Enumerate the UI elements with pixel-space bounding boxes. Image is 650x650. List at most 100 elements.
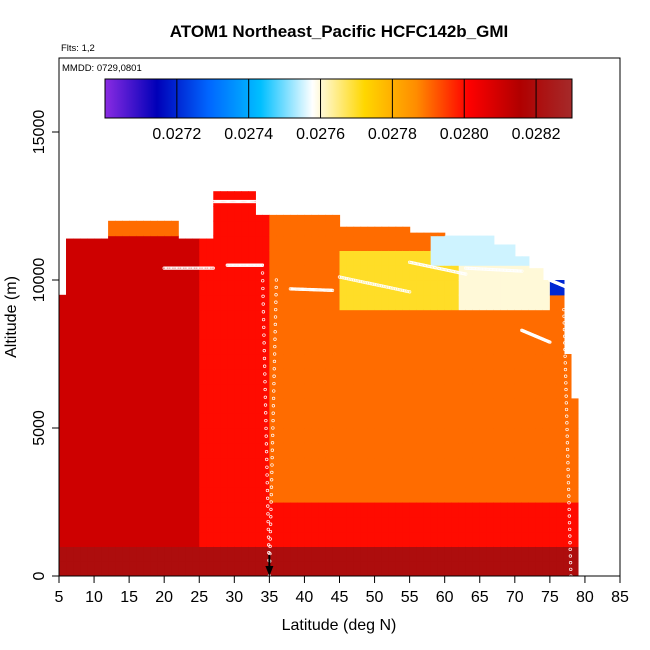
heatmap-cell (500, 487, 509, 503)
heatmap-cell (185, 442, 193, 459)
heatmap-cell (290, 339, 299, 355)
heatmap-cell (227, 383, 235, 399)
heatmap-cell (164, 368, 172, 385)
heatmap-cell (283, 354, 292, 370)
heatmap-cell (493, 487, 502, 503)
flight-track-point (404, 289, 408, 293)
heatmap-cell (157, 561, 165, 576)
heatmap-cell (465, 265, 474, 281)
heatmap-cell (402, 487, 411, 503)
flight-track-point (218, 199, 223, 204)
heatmap-cell (423, 354, 432, 370)
flight-track-point (272, 352, 277, 356)
heatmap-cell (346, 487, 355, 503)
heatmap-cell (101, 442, 109, 459)
heatmap-cell (542, 457, 551, 473)
heatmap-cell (255, 561, 263, 576)
heatmap-cell (164, 265, 172, 281)
heatmap-cell (367, 226, 376, 237)
heatmap-cell (360, 516, 369, 533)
colorbar-tick-label: 0.0282 (512, 126, 561, 143)
heatmap-cell (423, 280, 432, 296)
heatmap-cell (409, 235, 418, 251)
heatmap-cell (528, 546, 537, 562)
heatmap-cell (535, 546, 544, 562)
heatmap-cell (283, 383, 292, 399)
heatmap-cell (164, 220, 172, 237)
heatmap-cell (311, 265, 320, 281)
heatmap-cell (87, 398, 95, 414)
colorbar-tick-label: 0.0276 (296, 126, 345, 143)
heatmap-cell (437, 265, 446, 281)
heatmap-cell (542, 413, 551, 429)
flight-track-point (269, 515, 273, 519)
heatmap-cell (192, 238, 200, 251)
heatmap-cell (150, 309, 158, 325)
heatmap-cell (549, 516, 558, 533)
heatmap-cell (101, 294, 109, 311)
heatmap-cell (353, 354, 362, 370)
heatmap-cell (108, 265, 116, 281)
heatmap-cell (248, 294, 256, 311)
flight-track-point (220, 199, 224, 204)
flight-track-point (265, 473, 269, 477)
heatmap-cell (479, 324, 488, 340)
heatmap-cell (234, 250, 242, 266)
heatmap-cell (444, 398, 453, 414)
heatmap-cell (248, 339, 256, 355)
heatmap-cell (514, 502, 523, 518)
heatmap-cell (129, 502, 137, 518)
heatmap-cell (549, 398, 558, 414)
heatmap-cell (94, 413, 102, 429)
heatmap-cell (325, 280, 334, 296)
heatmap-cell (409, 232, 418, 237)
heatmap-cell (311, 339, 320, 355)
heatmap-cell (430, 457, 439, 473)
heatmap-cell (150, 546, 158, 562)
heatmap-cell (500, 280, 509, 296)
heatmap-cell (241, 220, 249, 237)
heatmap-cell (94, 324, 102, 340)
heatmap-cell (395, 398, 404, 414)
heatmap-cell (360, 265, 369, 281)
heatmap-cell (556, 324, 565, 340)
heatmap-cell (507, 413, 516, 429)
heatmap-cell (136, 472, 144, 488)
heatmap-cell (402, 265, 411, 281)
heatmap-cell (521, 442, 530, 459)
flight-track-point (236, 199, 241, 204)
heatmap-cell (437, 442, 446, 459)
flight-track-point (233, 199, 238, 204)
heatmap-cell (248, 516, 256, 533)
heatmap-cell (80, 383, 88, 399)
heatmap-cell (507, 561, 516, 576)
heatmap-cell (129, 368, 137, 385)
heatmap-cell (304, 472, 313, 488)
heatmap-cell (535, 354, 544, 370)
heatmap-cell (66, 324, 74, 340)
heatmap-cell (535, 531, 544, 547)
x-tick-label: 30 (225, 589, 243, 606)
heatmap-cell (521, 256, 530, 266)
heatmap-cell (59, 442, 67, 459)
heatmap-cell (318, 546, 327, 562)
heatmap-cell (486, 457, 495, 473)
heatmap-cell (276, 265, 284, 281)
heatmap-cell (304, 220, 313, 237)
heatmap-cell (297, 294, 306, 311)
heatmap-cell (437, 294, 446, 311)
heatmap-cell (143, 516, 151, 533)
heatmap-cell (262, 354, 270, 370)
heatmap-cell (122, 339, 130, 355)
heatmap-cell (290, 442, 299, 459)
heatmap-cell (409, 442, 418, 459)
heatmap-cell (549, 294, 558, 311)
heatmap-cell (535, 428, 544, 444)
heatmap-cell (332, 294, 341, 311)
heatmap-cell (80, 250, 88, 266)
heatmap-cell (115, 339, 123, 355)
heatmap-cell (304, 280, 313, 296)
heatmap-cell (388, 428, 397, 444)
heatmap-cell (192, 368, 200, 385)
heatmap-cell (276, 220, 284, 237)
